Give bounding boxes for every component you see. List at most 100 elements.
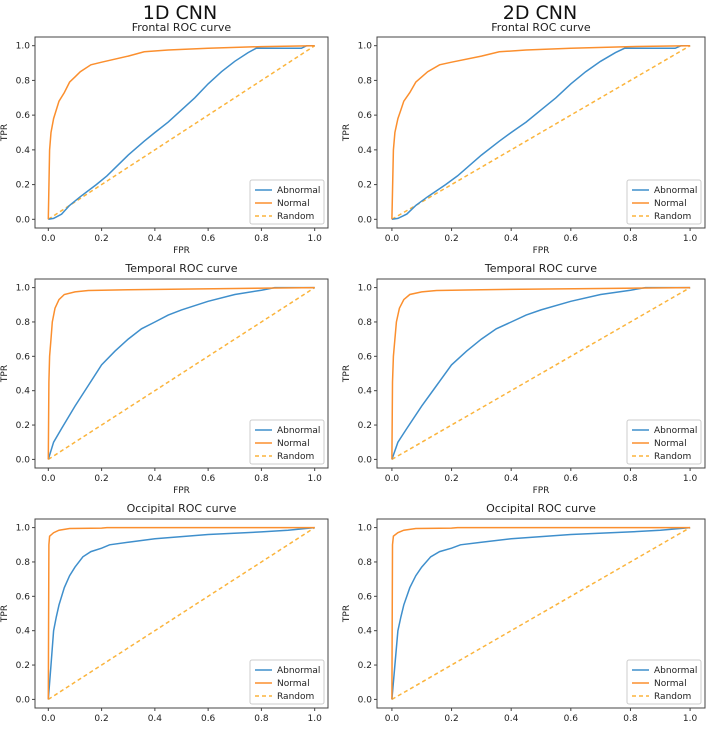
legend-label-normal: Normal: [277, 679, 310, 689]
legend: Abnormal Normal Random: [626, 179, 702, 225]
panel-title: Frontal ROC curve: [132, 21, 232, 34]
legend-label-random: Random: [654, 692, 691, 702]
y-tick-label: 0.0: [358, 695, 373, 705]
legend-box: [249, 179, 325, 225]
x-tick-label: 1.0: [308, 234, 323, 244]
y-tick-label: 0.2: [16, 661, 30, 671]
x-tick-label: 0.2: [444, 234, 458, 244]
y-axis-label: TPR: [342, 605, 352, 623]
y-tick-label: 0.8: [358, 558, 373, 568]
y-tick-label: 0.4: [358, 387, 373, 397]
x-tick-label: 0.0: [41, 714, 56, 724]
legend-label-abnormal: Abnormal: [654, 186, 697, 196]
x-tick-label: 0.0: [385, 234, 400, 244]
axes-frame: [376, 518, 706, 709]
x-axis-label: FPR: [533, 486, 550, 496]
y-tick-label: 0.2: [358, 421, 372, 431]
y-tick-label: 1.0: [358, 524, 373, 534]
roc-panel-temporal-2d: Temporal ROC curve 0.0 0.2 0.4 0.6 0.8 1.0 0.0 0…: [342, 262, 706, 496]
legend-label-random: Random: [654, 212, 691, 222]
legend: Abnormal Normal Random: [249, 659, 325, 705]
x-tick-label: 0.6: [201, 234, 216, 244]
series-line-abnormal: [47, 286, 315, 460]
y-tick-label: 0.6: [358, 592, 373, 602]
x-tick-label: 1.0: [683, 714, 698, 724]
x-tick-label: 1.0: [308, 714, 323, 724]
legend-box: [626, 179, 702, 225]
x-tick-label: 0.4: [148, 234, 163, 244]
legend-label-normal: Normal: [277, 439, 310, 449]
y-tick-label: 0.0: [358, 455, 373, 465]
series-line-random: [47, 526, 316, 701]
roc-panel-occipital-1d: Occipital ROC curve 0.0 0.2 0.4 0.6 0.8 1.0 0.0…: [0, 502, 329, 724]
series-line-normal: [391, 44, 691, 220]
legend-box: [626, 659, 702, 705]
series-line-normal: [47, 44, 315, 220]
x-axis-label: FPR: [173, 486, 190, 496]
legend-label-normal: Normal: [654, 679, 687, 689]
y-tick-label: 0.2: [358, 661, 372, 671]
legend-label-random: Random: [654, 452, 691, 462]
x-tick-label: 0.2: [444, 474, 458, 484]
series-line-random: [391, 45, 691, 220]
y-tick-label: 0.8: [16, 318, 31, 328]
legend-label-abnormal: Abnormal: [654, 666, 697, 676]
axes-frame: [34, 278, 329, 469]
y-tick-label: 0.0: [358, 215, 373, 225]
legend-label-normal: Normal: [277, 199, 310, 209]
x-tick-label: 1.0: [683, 474, 698, 484]
legend-label-abnormal: Abnormal: [277, 666, 320, 676]
legend-label-normal: Normal: [654, 199, 687, 209]
series-line-abnormal: [48, 44, 315, 221]
series-line-abnormal: [391, 44, 691, 221]
y-axis-label: TPR: [342, 124, 352, 142]
panel-title: Occipital ROC curve: [127, 502, 237, 515]
legend-label-abnormal: Abnormal: [654, 426, 697, 436]
y-tick-label: 0.4: [16, 627, 31, 637]
y-tick-label: 1.0: [16, 42, 31, 52]
y-tick-label: 0.4: [16, 387, 31, 397]
x-tick-label: 0.4: [504, 474, 519, 484]
legend: Abnormal Normal Random: [626, 659, 702, 705]
series-line-random: [391, 286, 691, 461]
x-tick-label: 1.0: [308, 474, 323, 484]
panel-title: Occipital ROC curve: [486, 502, 596, 515]
series-line-abnormal: [391, 286, 691, 460]
x-tick-label: 0.6: [564, 714, 579, 724]
legend-box: [249, 659, 325, 705]
legend-label-random: Random: [277, 212, 314, 222]
x-tick-label: 0.0: [385, 714, 400, 724]
axes-frame: [376, 36, 706, 229]
x-tick-label: 0.8: [623, 234, 638, 244]
y-axis-label: TPR: [0, 124, 10, 142]
y-tick-label: 0.4: [358, 627, 373, 637]
x-tick-label: 0.0: [41, 234, 56, 244]
axes-frame: [376, 278, 706, 469]
x-tick-label: 0.6: [201, 714, 216, 724]
y-tick-label: 0.6: [16, 352, 31, 362]
series-line-random: [47, 286, 316, 461]
y-axis-label: TPR: [342, 365, 352, 383]
x-axis-label: FPR: [533, 246, 550, 256]
column-header-1d-cnn: 1D CNN: [143, 2, 217, 24]
y-tick-label: 1.0: [16, 284, 31, 294]
y-tick-label: 0.4: [16, 146, 31, 156]
legend: Abnormal Normal Random: [249, 179, 325, 225]
series-line-abnormal: [391, 526, 691, 700]
x-tick-label: 0.8: [254, 714, 269, 724]
x-tick-label: 0.2: [94, 474, 108, 484]
x-tick-label: 0.4: [148, 714, 163, 724]
panel-title: Temporal ROC curve: [124, 262, 237, 275]
x-tick-label: 0.8: [623, 474, 638, 484]
series-line-abnormal: [47, 526, 315, 700]
x-tick-label: 0.4: [148, 474, 163, 484]
series-line-normal: [47, 526, 315, 700]
y-tick-label: 1.0: [358, 284, 373, 294]
y-tick-label: 0.4: [358, 146, 373, 156]
roc-panel-frontal-1d: Frontal ROC curve 0.0 0.2 0.4 0.6 0.8 1.0 0.0 0.…: [0, 21, 329, 256]
x-tick-label: 0.6: [564, 474, 579, 484]
y-tick-label: 0.6: [16, 592, 31, 602]
column-header-2d-cnn: 2D CNN: [503, 2, 577, 24]
legend-label-random: Random: [277, 452, 314, 462]
y-tick-label: 0.6: [358, 111, 373, 121]
